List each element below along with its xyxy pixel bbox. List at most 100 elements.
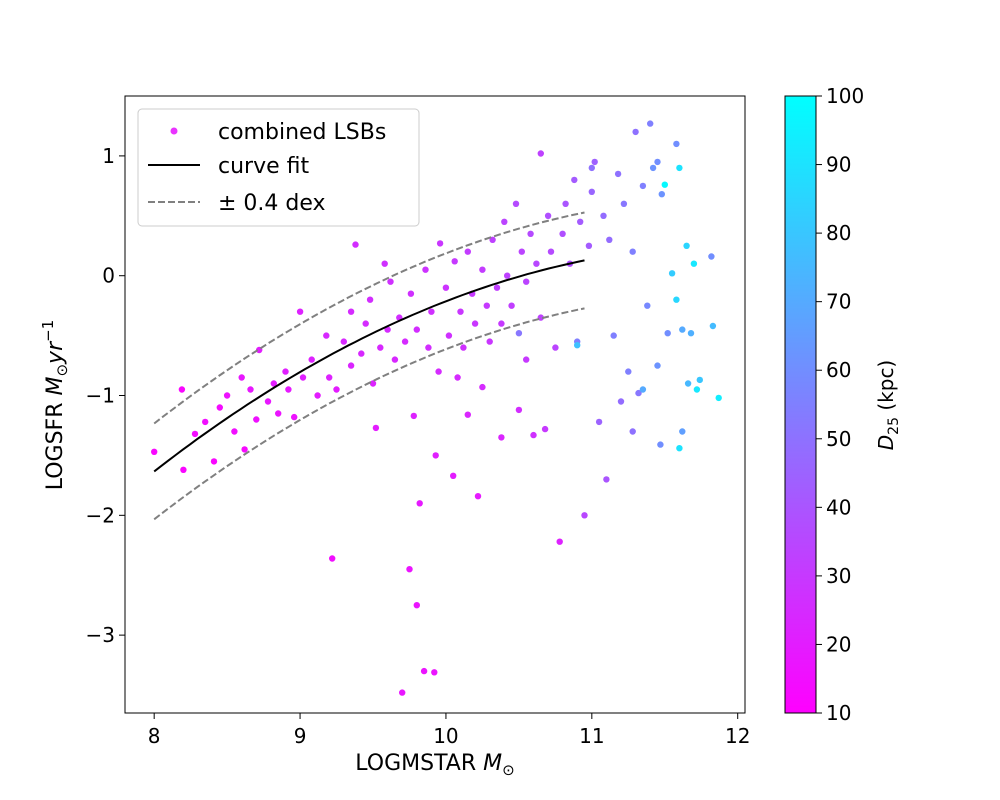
legend: combined LSBs curve fit ± 0.4 dex [137, 108, 420, 227]
lower-dex-line [153, 307, 585, 521]
data-point [639, 182, 647, 190]
data-point [629, 248, 636, 255]
y-axis-title: LOGSFR M⊙yr−1 [39, 320, 71, 491]
y-tick-label: 1 [102, 144, 115, 168]
data-point [515, 330, 523, 337]
x-tick-label: 10 [433, 724, 458, 748]
data-point [658, 191, 665, 198]
data-point [512, 200, 520, 207]
data-point [614, 170, 622, 178]
data-point [647, 120, 654, 127]
data-point [431, 669, 438, 676]
data-point [709, 322, 717, 330]
data-point [241, 446, 248, 453]
colorbar-gradient [784, 95, 817, 714]
data-point [493, 284, 501, 291]
data-point [238, 374, 245, 381]
data-point [654, 362, 661, 369]
y-tick-label: −3 [86, 623, 115, 647]
x-tick-label: 11 [579, 724, 604, 748]
data-point [629, 428, 636, 435]
data-point [518, 248, 525, 255]
data-point [413, 602, 420, 609]
data-point [606, 236, 613, 243]
data-point [508, 302, 515, 309]
data-point [399, 689, 406, 696]
data-point [442, 284, 450, 291]
data-point [530, 431, 537, 439]
data-point [479, 383, 486, 391]
data-point [620, 200, 628, 207]
data-point [291, 413, 298, 421]
colorbar-tick-label: 80 [826, 221, 851, 245]
data-point [483, 302, 490, 309]
data-point [216, 404, 223, 411]
data-point [296, 308, 304, 315]
colorbar-tick-label: 60 [826, 358, 851, 382]
data-point [649, 164, 657, 172]
data-point [340, 338, 347, 345]
data-point [603, 476, 610, 483]
y-tick-label: −1 [86, 384, 115, 408]
data-point [347, 362, 355, 369]
data-point [486, 338, 493, 345]
legend-label-dex: ± 0.4 dex [218, 191, 326, 216]
data-point [657, 441, 664, 448]
data-point [210, 458, 218, 465]
data-point [299, 374, 307, 381]
data-point [501, 218, 508, 225]
data-point [270, 380, 277, 387]
data-point [644, 302, 651, 309]
data-point [369, 380, 377, 387]
data-point [668, 270, 676, 277]
data-point [377, 344, 384, 351]
data-point [693, 386, 701, 393]
y-tick-label: −2 [86, 503, 115, 527]
data-point [683, 242, 690, 249]
data-point [515, 406, 523, 414]
data-point [387, 278, 394, 285]
data-point [464, 411, 471, 418]
x-axis-title: LOGMSTAR M⊙ [355, 751, 514, 779]
data-point [498, 320, 505, 327]
data-point [574, 342, 581, 349]
x-axis-ticks: 8 9 10 11 12 [148, 713, 750, 748]
data-point [362, 320, 369, 327]
data-point [552, 344, 559, 351]
data-point [391, 356, 399, 363]
data-point [664, 330, 671, 337]
data-point [684, 380, 692, 387]
data-point [366, 296, 374, 303]
data-point [416, 500, 423, 507]
data-point [451, 258, 458, 265]
data-point [314, 392, 321, 399]
data-point [282, 368, 289, 375]
data-point [454, 374, 461, 381]
data-point [372, 424, 380, 432]
data-point [308, 356, 315, 363]
data-point [715, 394, 722, 402]
data-point [547, 248, 555, 255]
data-point [347, 308, 355, 315]
data-point [588, 164, 595, 172]
fit-curves [153, 211, 585, 521]
data-point [577, 218, 584, 225]
data-point [541, 425, 549, 433]
data-point [178, 386, 186, 393]
curve-fit-line [153, 259, 585, 473]
y-tick-label: 0 [102, 264, 115, 288]
data-point [595, 418, 603, 426]
data-point [690, 260, 698, 267]
colorbar-title: D25 (kpc) [874, 360, 902, 450]
data-point [422, 266, 429, 273]
data-point [253, 416, 260, 423]
data-point [231, 428, 238, 435]
data-point [436, 240, 444, 247]
data-point [696, 376, 703, 384]
data-point [632, 128, 639, 136]
x-tick-label: 12 [725, 724, 750, 748]
colorbar-tick-label: 50 [826, 427, 851, 451]
data-point [432, 452, 439, 459]
data-point [329, 555, 336, 562]
